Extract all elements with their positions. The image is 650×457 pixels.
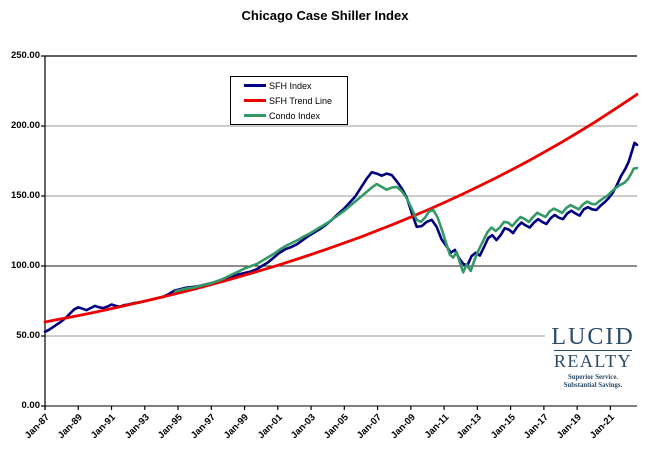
chart-title: Chicago Case Shiller Index — [241, 8, 409, 23]
legend-item: SFH Index — [244, 80, 347, 92]
logo-tagline-line2: Substantial Savings. — [563, 382, 623, 390]
legend-swatch — [244, 84, 266, 87]
legend-swatch — [244, 99, 266, 102]
logo-lucid-text: LUCID — [551, 324, 635, 350]
legend-item: SFH Trend Line — [244, 95, 347, 107]
legend-label: Condo Index — [269, 110, 321, 121]
legend-label: SFH Trend Line — [269, 95, 333, 106]
legend-label: SFH Index — [269, 80, 312, 91]
condo-index-line — [174, 166, 639, 293]
legend-swatch — [244, 114, 266, 117]
y-tick-label: 250.00 — [10, 50, 40, 61]
logo-tagline-line1: Superior Service. — [567, 374, 619, 381]
y-tick-label: 0.00 — [21, 400, 41, 411]
legend-item: Condo Index — [244, 110, 347, 122]
y-tick-label: 100.00 — [10, 260, 40, 271]
logo-tagline: Superior Service. Substantial Savings. — [545, 374, 641, 391]
y-tick-label: 200.00 — [10, 120, 40, 131]
legend-box: SFH Index SFH Trend Line Condo Index — [230, 76, 348, 125]
sfh-trend-line-line — [43, 93, 639, 324]
logo-divider — [554, 350, 632, 351]
y-tick-label: 150.00 — [10, 190, 40, 201]
logo-realty-text: REALTY — [553, 351, 633, 371]
lucid-realty-logo: LUCID REALTY Superior Service. Substanti… — [545, 325, 641, 395]
y-tick-label: 50.00 — [16, 330, 40, 341]
